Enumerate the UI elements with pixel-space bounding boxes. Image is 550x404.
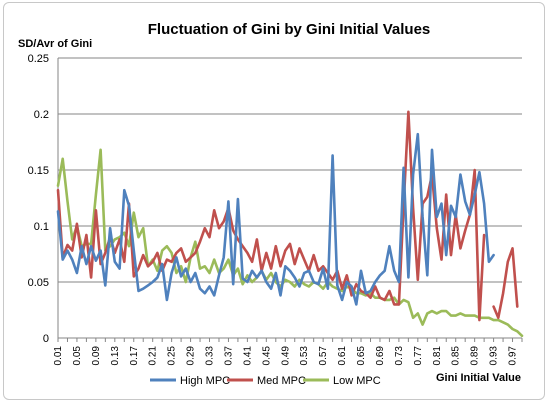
- y-tick-label: 0.05: [28, 277, 49, 289]
- x-tick-label: 0.45: [261, 346, 272, 366]
- x-tick-label: 0.97: [508, 346, 519, 366]
- y-tick-label: 0.1: [34, 221, 49, 233]
- x-tick-label: 0.49: [280, 346, 291, 366]
- x-tick-label: 0.53: [299, 346, 310, 366]
- x-tick-label: 0.81: [432, 346, 443, 366]
- chart-title: Fluctuation of Gini by Gini Initial Valu…: [148, 21, 431, 38]
- legend-label: Med MPC: [257, 375, 306, 387]
- x-tick-label: 0.17: [129, 346, 140, 366]
- x-tick-label: 0.65: [356, 346, 367, 366]
- x-tick-label: 0.09: [91, 346, 102, 366]
- series-lines: [56, 110, 524, 338]
- series-line-high-mpc: [56, 132, 495, 306]
- x-tick-label: 0.93: [489, 346, 500, 366]
- legend: High MPC Med MPC Low MPC: [150, 375, 381, 387]
- y-axis-ticks: 0 0.05 0.1 0.15 0.2 0.25: [28, 53, 49, 345]
- legend-label: High MPC: [180, 375, 230, 387]
- x-axis-ticks: 0.01 0.05 0.09 0.13 0.17 0.21 0.25 0.29 0.33 0.37…: [53, 338, 523, 366]
- x-tick-label: 0.21: [148, 346, 159, 366]
- series-line-med-mpc: [56, 110, 519, 322]
- x-tick-label: 0.57: [318, 346, 329, 366]
- x-tick-label: 0.41: [242, 346, 253, 366]
- x-axis-title: Gini Initial Value: [436, 372, 521, 384]
- x-tick-label: 0.73: [394, 346, 405, 366]
- x-tick-label: 0.25: [167, 346, 178, 366]
- y-tick-label: 0.25: [28, 53, 49, 65]
- series-line-low-mpc: [56, 148, 524, 338]
- x-tick-label: 0.29: [186, 346, 197, 366]
- y-tick-label: 0.15: [28, 165, 49, 177]
- x-tick-label: 0.85: [451, 346, 462, 366]
- x-tick-label: 0.13: [110, 346, 121, 366]
- gridlines: [57, 57, 522, 339]
- x-tick-label: 0.01: [53, 346, 64, 366]
- x-tick-label: 0.33: [205, 346, 216, 366]
- x-tick-label: 0.77: [413, 346, 424, 366]
- y-tick-label: 0: [43, 333, 49, 345]
- x-tick-label: 0.89: [470, 346, 481, 366]
- y-axis-title: SD/Avr of Gini: [18, 38, 92, 50]
- x-tick-label: 0.37: [223, 346, 234, 366]
- y-tick-label: 0.2: [34, 109, 49, 121]
- x-tick-label: 0.61: [337, 346, 348, 366]
- chart-frame: [3, 2, 545, 400]
- legend-label: Low MPC: [333, 375, 381, 387]
- x-tick-label: 0.05: [72, 346, 83, 366]
- x-tick-label: 0.69: [375, 346, 386, 366]
